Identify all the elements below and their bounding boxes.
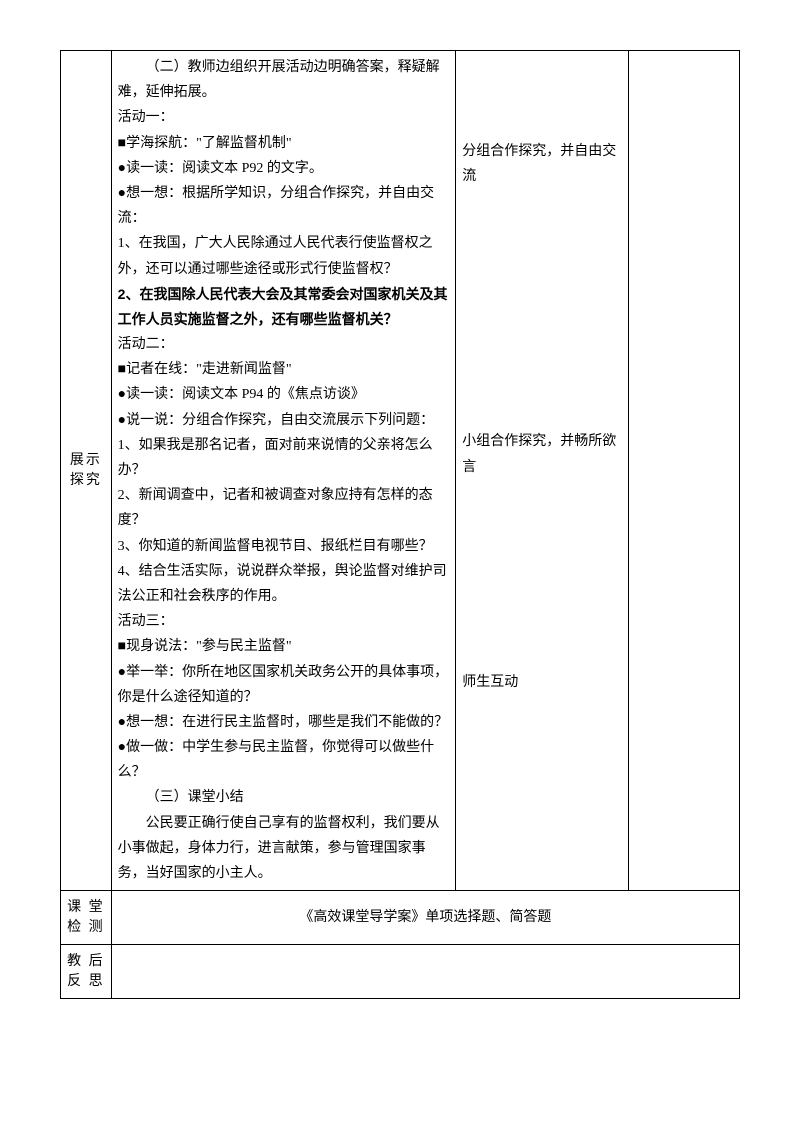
summary-title: （三）课堂小结 (118, 785, 450, 810)
reflection-content (111, 945, 739, 999)
activity1-heading: ■学海探航："了解监督机制" (118, 131, 450, 156)
activity2-talk: ●说一说：分组合作探究，自由交流展示下列问题： (118, 408, 450, 433)
row-label-display-inquiry: 展示探究 (61, 51, 112, 891)
activity3-think: ●想一想：在进行民主监督时，哪些是我们不能做的？ (118, 710, 450, 735)
activity2-heading: ■记者在线："走进新闻监督" (118, 357, 450, 382)
note1: 分组合作探究，并自由交流 (462, 139, 621, 189)
spacer (462, 189, 621, 429)
reflection-row: 教 后反 思 (61, 945, 740, 999)
activity1-think: ●想一想：根据所学知识，分组合作探究，并自由交流： (118, 181, 450, 231)
activity2-title: 活动二： (118, 332, 450, 357)
activity1-q2: 2、在我国除人民代表大会及其常委会对国家机关及其工作人员实施监督之外，还有哪些监… (118, 282, 450, 332)
activity2-q2: 2、新闻调查中，记者和被调查对象应持有怎样的态度？ (118, 483, 450, 533)
activity3-list: ●举一举：你所在地区国家机关政务公开的具体事项，你是什么途径知道的？ (118, 660, 450, 710)
notes-cell: 分组合作探究，并自由交流 小组合作探究，并畅所欲言 师生互动 (456, 51, 628, 891)
main-content-cell: （二）教师边组织开展活动边明确答案，释疑解难，延伸拓展。 活动一： ■学海探航：… (111, 51, 456, 891)
note3: 师生互动 (462, 670, 621, 695)
spacer (462, 55, 621, 139)
activity2-q1: 1、如果我是那名记者，面对前来说情的父亲将怎么办？ (118, 433, 450, 483)
activity2-q4: 4、结合生活实际，说说群众举报，舆论监督对维护司法公正和社会秩序的作用。 (118, 559, 450, 609)
activity1-q1: 1、在我国，广大人民除通过人民代表行使监督权之外，还可以通过哪些途径或形式行使监… (118, 231, 450, 281)
row-label-test: 课 堂检 测 (61, 891, 112, 945)
activity3-title: 活动三： (118, 609, 450, 634)
activity2-q3: 3、你知道的新闻监督电视节目、报纸栏目有哪些？ (118, 534, 450, 559)
empty-cell (628, 51, 740, 891)
row-label-reflection: 教 后反 思 (61, 945, 112, 999)
summary-text: 公民要正确行使自己享有的监督权利，我们要从小事做起，身体力行，进言献策，参与管理… (118, 811, 450, 887)
intro-text: （二）教师边组织开展活动边明确答案，释疑解难，延伸拓展。 (118, 55, 450, 105)
spacer (462, 480, 621, 670)
activity1-title: 活动一： (118, 105, 450, 130)
activity2-read: ●读一读：阅读文本 P94 的《焦点访谈》 (118, 382, 450, 407)
lesson-plan-table: 展示探究 （二）教师边组织开展活动边明确答案，释疑解难，延伸拓展。 活动一： ■… (60, 50, 740, 999)
activity1-read: ●读一读：阅读文本 P92 的文字。 (118, 156, 450, 181)
note2: 小组合作探究，并畅所欲言 (462, 429, 621, 479)
classroom-test-row: 课 堂检 测 《高效课堂导学案》单项选择题、简答题 (61, 891, 740, 945)
activity3-do: ●做一做：中学生参与民主监督，你觉得可以做些什么？ (118, 735, 450, 785)
main-row: 展示探究 （二）教师边组织开展活动边明确答案，释疑解难，延伸拓展。 活动一： ■… (61, 51, 740, 891)
test-content: 《高效课堂导学案》单项选择题、简答题 (111, 891, 739, 945)
activity3-heading: ■现身说法："参与民主监督" (118, 634, 450, 659)
